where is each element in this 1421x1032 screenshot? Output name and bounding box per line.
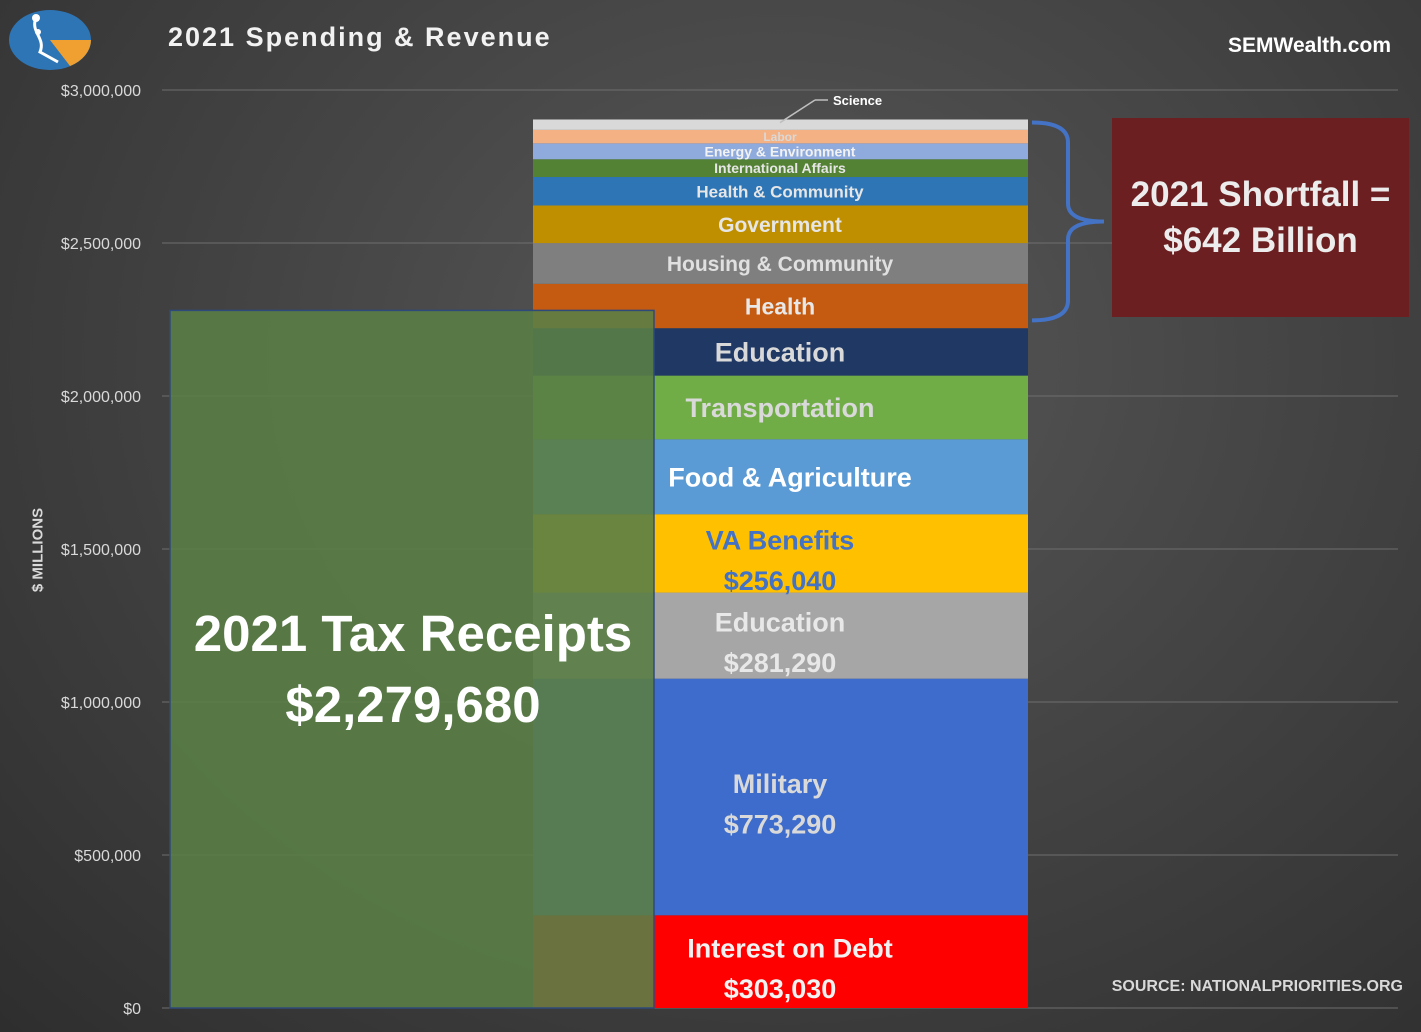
- shortfall-bracket: [1031, 120, 1105, 323]
- shortfall-line1: 2021 Shortfall =: [1130, 175, 1391, 214]
- y-axis-label: $ MILLIONS: [29, 507, 47, 593]
- y-tick-label: $0: [123, 1001, 141, 1018]
- y-tick-label: $1,000,000: [61, 695, 141, 712]
- spending-segment: [533, 243, 1028, 284]
- segment-name-label: Education: [715, 608, 846, 638]
- segment-name-label: Energy & Environment: [705, 143, 856, 159]
- y-tick-label: $1,500,000: [61, 542, 141, 559]
- tax-receipts-label: 2021 Tax Receipts $2,279,680: [168, 598, 658, 741]
- segment-value-label: $773,290: [724, 809, 837, 839]
- segment-name-label: Health: [745, 293, 815, 319]
- site-name: SEMWealth.com: [1228, 34, 1391, 57]
- science-callout-line: [779, 99, 816, 124]
- segment-name-label: VA Benefits: [706, 525, 855, 555]
- segment-name-label: Science: [833, 93, 882, 108]
- segment-name-label: Military: [733, 769, 828, 799]
- revenue-bar-group: [169, 309, 655, 1009]
- spending-segment: [533, 119, 1028, 130]
- chart-title: 2021 Spending & Revenue: [168, 22, 552, 52]
- spending-segment: [533, 159, 1028, 178]
- source-note: SOURCE: NATIONALPRIORITIES.ORG: [1111, 978, 1403, 995]
- spending-segment: [533, 129, 1028, 144]
- segment-name-label: Health & Community: [696, 182, 864, 201]
- segment-name-label: Interest on Debt: [687, 934, 893, 964]
- segment-name-label: International Affairs: [714, 160, 846, 176]
- segment-value-label: $256,040: [724, 566, 837, 596]
- y-tick-label: $2,500,000: [61, 236, 141, 253]
- shortfall-line2: $642 Billion: [1163, 220, 1358, 260]
- tax-receipts-bar: [169, 309, 655, 1009]
- segment-name-label: Transportation: [685, 393, 874, 423]
- y-tick-label: $500,000: [74, 848, 141, 865]
- segment-value-label: $303,030: [724, 974, 837, 1004]
- spending-segment: [533, 205, 1028, 244]
- spending-segment: [533, 177, 1028, 206]
- semwealth-logo: [8, 8, 92, 72]
- tax-receipts-line2: $2,279,680: [285, 676, 541, 734]
- segment-name-label: Housing & Community: [667, 253, 894, 276]
- segment-name-label: Education: [715, 338, 846, 368]
- y-tick-label: $2,000,000: [61, 389, 141, 406]
- segment-name-label: Labor: [763, 130, 797, 144]
- spending-stack: Interest on Debt $303,030 Military $773,290…: [533, 93, 1028, 1008]
- y-tick-label: $3,000,000: [61, 83, 141, 100]
- segment-value-label: $281,290: [724, 648, 837, 678]
- y-axis-ticks: $0 $500,000 $1,000,000 $1,500,000 $2,000,000…: [61, 83, 141, 1018]
- shortfall-box: 2021 Shortfall = $642 Billion: [1112, 118, 1409, 317]
- spending-segment: [533, 143, 1028, 160]
- tax-receipts-line1: 2021 Tax Receipts: [193, 605, 633, 662]
- segment-name-label: Food & Agriculture: [668, 462, 912, 492]
- shortfall-brace: [1031, 120, 1105, 323]
- segment-name-label: Government: [718, 214, 842, 237]
